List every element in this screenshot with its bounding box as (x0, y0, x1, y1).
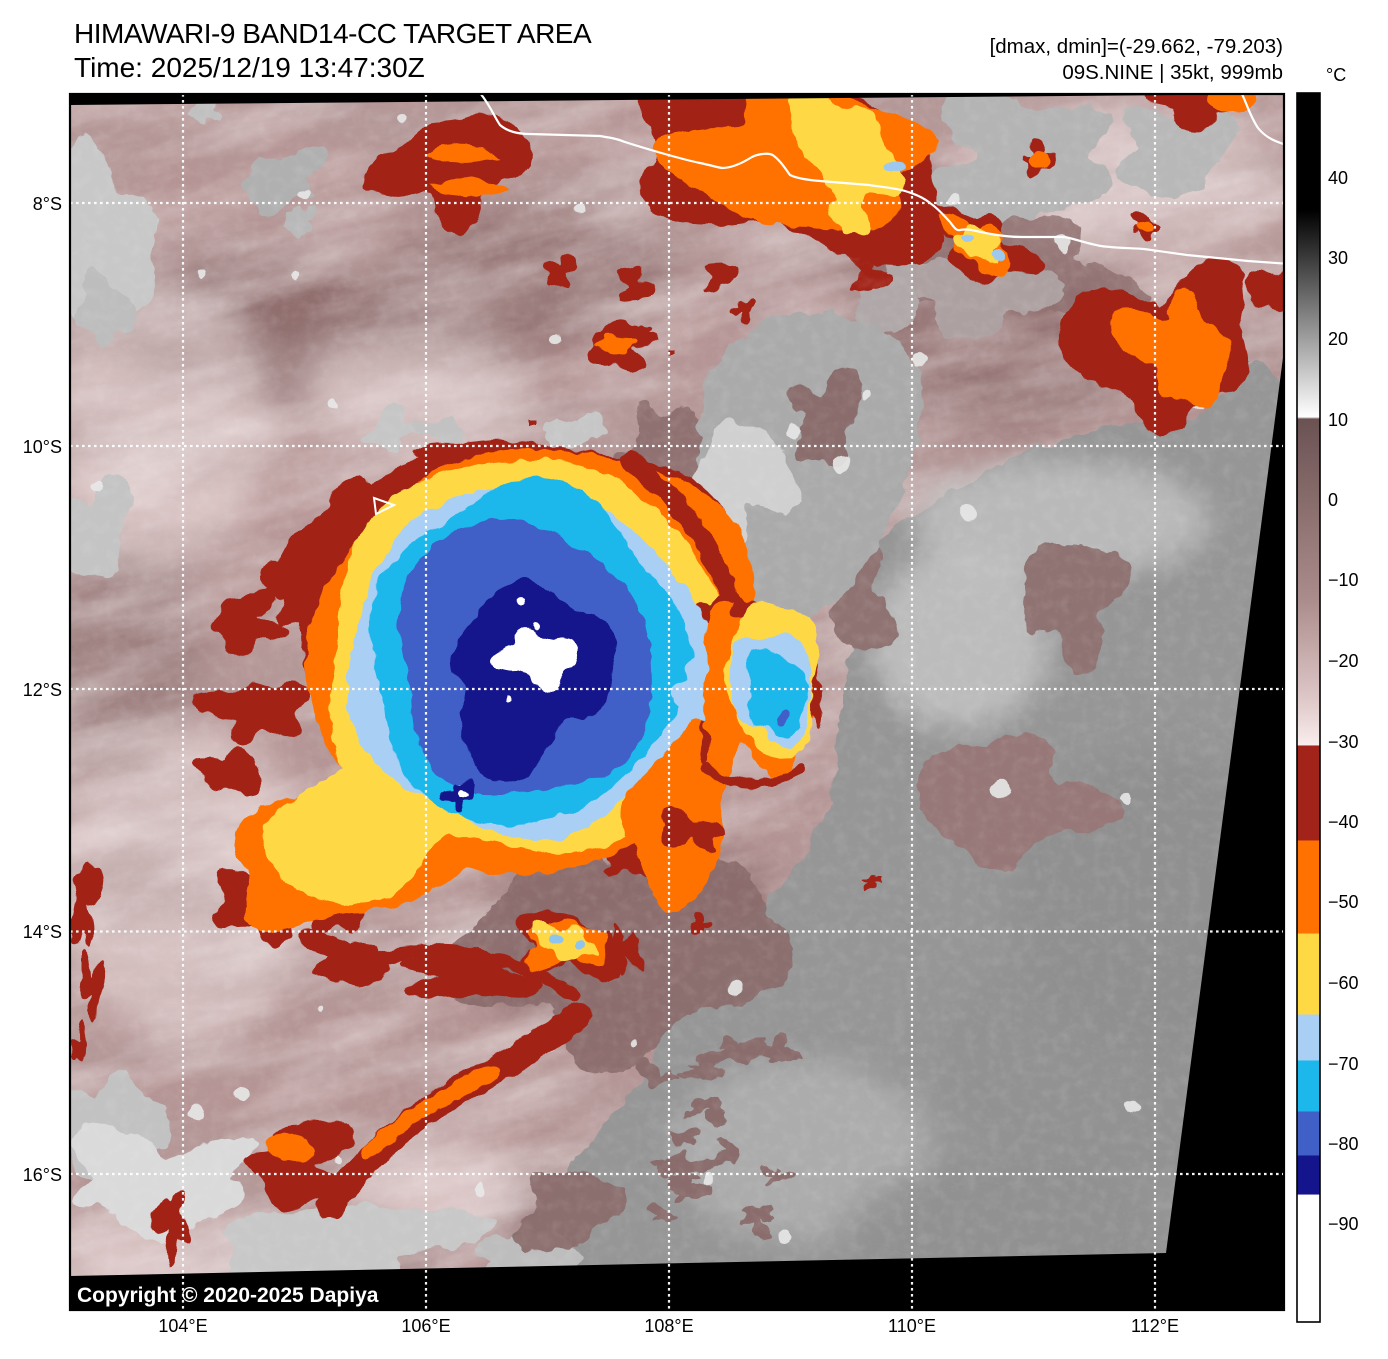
svg-text:−20: −20 (1328, 651, 1359, 671)
svg-text:112°E: 112°E (1131, 1316, 1179, 1336)
svg-text:[dmax, dmin]=(-29.662, -79.203: [dmax, dmin]=(-29.662, -79.203) (990, 35, 1283, 58)
svg-text:−70: −70 (1328, 1054, 1359, 1074)
svg-text:−90: −90 (1328, 1214, 1359, 1234)
svg-text:20: 20 (1328, 329, 1348, 349)
svg-text:40: 40 (1328, 168, 1348, 188)
svg-text:−10: −10 (1328, 570, 1359, 590)
svg-text:−60: −60 (1328, 973, 1359, 993)
svg-text:16°S: 16°S (23, 1165, 62, 1185)
svg-text:09S.NINE | 35kt, 999mb: 09S.NINE | 35kt, 999mb (1062, 61, 1283, 84)
svg-text:HIMAWARI-9 BAND14-CC TARGET AR: HIMAWARI-9 BAND14-CC TARGET AREA (74, 18, 592, 49)
svg-text:−80: −80 (1328, 1134, 1359, 1154)
svg-text:12°S: 12°S (23, 680, 62, 700)
svg-text:104°E: 104°E (158, 1316, 207, 1336)
svg-text:−30: −30 (1328, 732, 1359, 752)
svg-text:14°S: 14°S (23, 922, 62, 942)
svg-text:Copyright © 2020-2025 Dapiya: Copyright © 2020-2025 Dapiya (77, 1284, 379, 1307)
svg-text:−40: −40 (1328, 812, 1359, 832)
svg-text:30: 30 (1328, 248, 1348, 268)
svg-text:110°E: 110°E (888, 1316, 936, 1336)
svg-text:0: 0 (1328, 490, 1338, 510)
svg-text:106°E: 106°E (401, 1316, 450, 1336)
svg-text:°C: °C (1326, 65, 1346, 85)
svg-text:10°S: 10°S (23, 437, 62, 457)
svg-text:10: 10 (1328, 410, 1348, 430)
svg-text:8°S: 8°S (33, 194, 62, 214)
svg-text:Time: 2025/12/19 13:47:30Z: Time: 2025/12/19 13:47:30Z (74, 52, 425, 83)
svg-text:108°E: 108°E (644, 1316, 693, 1336)
svg-text:−50: −50 (1328, 892, 1359, 912)
